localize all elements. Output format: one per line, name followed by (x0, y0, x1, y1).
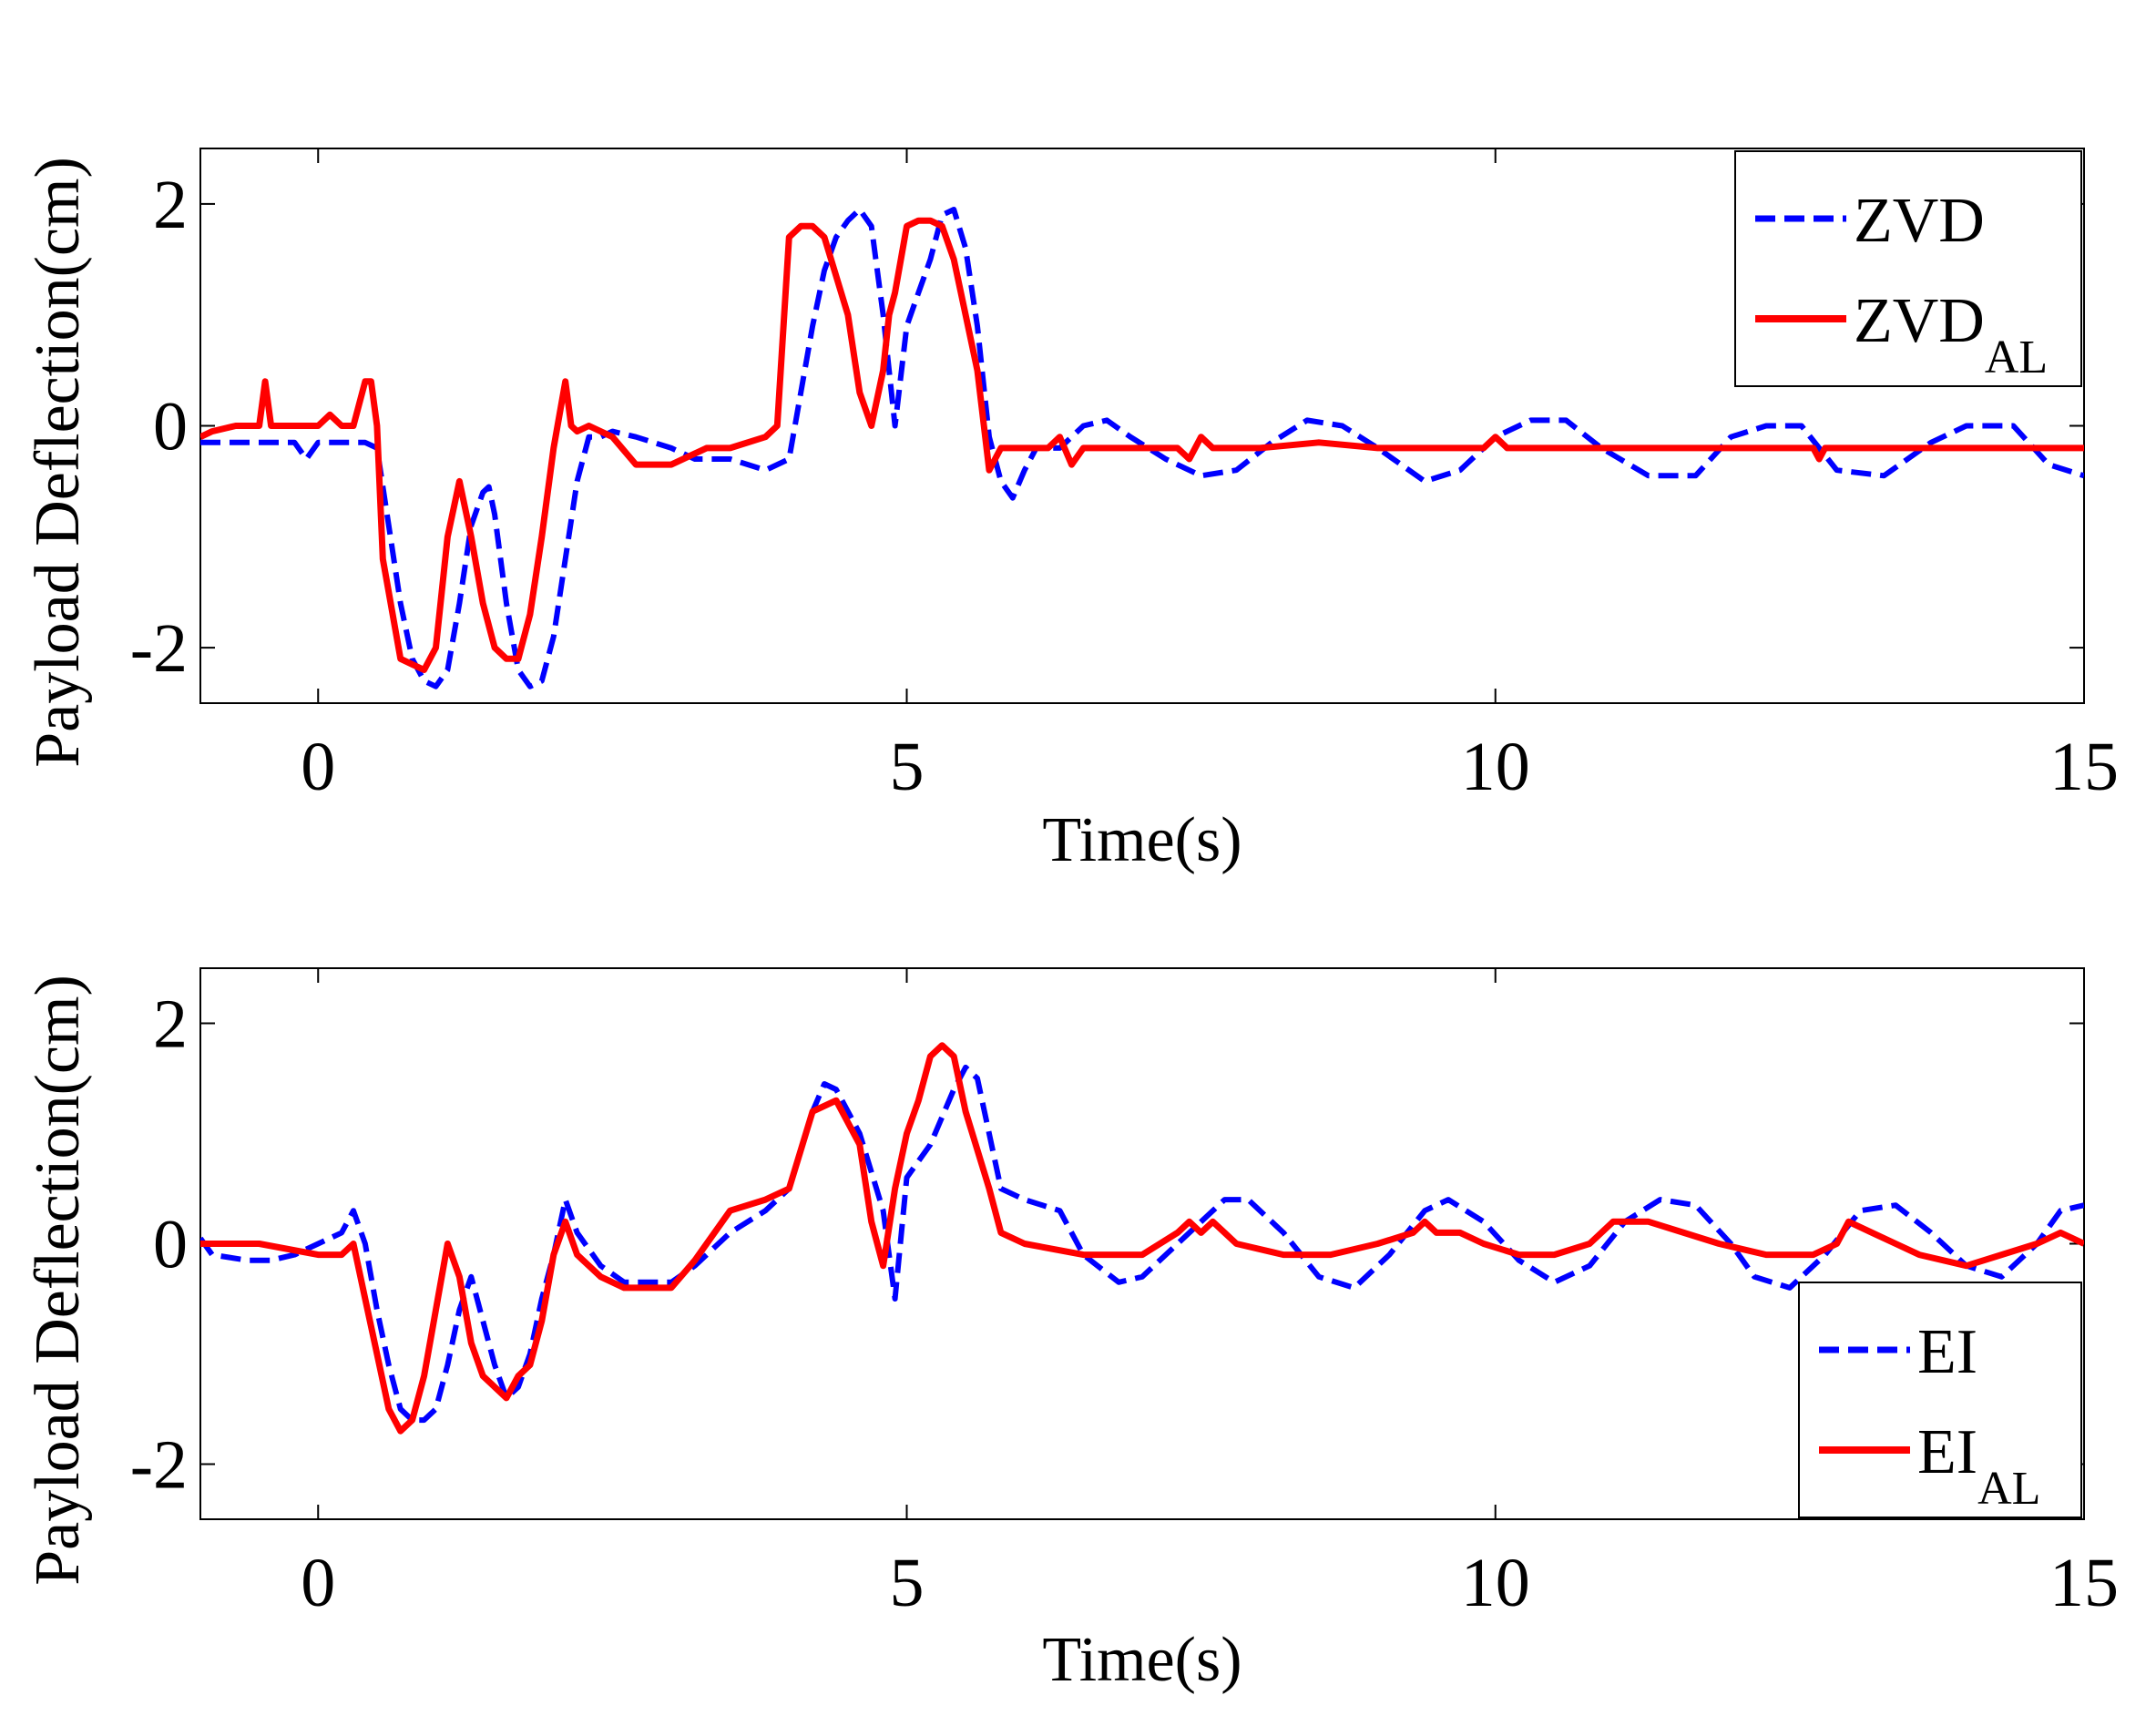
y-tick-label: 2 (153, 986, 188, 1063)
top-chart-zvd: 0 5 10 15 -2 0 2 Time(s) Payload Deflection(cm) Z… (23, 148, 2119, 875)
x-tick-label: 5 (890, 1545, 925, 1621)
y-tick-label: 0 (153, 389, 188, 465)
x-tick-label: 15 (2049, 729, 2119, 805)
series-line-zvd-al (200, 217, 2084, 673)
y-tick-label: -2 (130, 610, 188, 687)
y-axis-title: Payload Deflection(cm) (23, 975, 93, 1586)
x-tick-label: 10 (1461, 729, 1530, 805)
series-line-ei (200, 1064, 2084, 1424)
series-line-zvd (200, 207, 2084, 689)
x-axis-title: Time(s) (1042, 1625, 1241, 1695)
legend-label-main: ZVD (1854, 286, 1985, 356)
x-tick-label: 0 (301, 1545, 335, 1621)
legend-label-main: ZVD (1854, 186, 1985, 256)
legend-label-main: EI (1917, 1417, 1977, 1487)
legend-label-subscript: AL (1977, 1463, 2040, 1515)
legend-box (1734, 150, 2082, 387)
legend-box (1798, 1282, 2082, 1518)
y-tick-label: -2 (130, 1427, 188, 1504)
legend-label: ZVD (1854, 186, 1985, 256)
legend-label-main: EI (1917, 1317, 1977, 1387)
x-tick-label: 5 (890, 729, 925, 805)
x-tick-label: 15 (2049, 1545, 2119, 1621)
legend-label: EIAL (1917, 1417, 2040, 1515)
legend-label: ZVDAL (1854, 286, 2048, 383)
legend-label: EI (1917, 1317, 1977, 1387)
legend-label-subscript: AL (1985, 332, 2048, 383)
bottom-chart-ei: 0 5 10 15 -2 0 2 Time(s) Payload Deflection(cm) E… (23, 967, 2119, 1695)
y-tick-label: 0 (153, 1207, 188, 1283)
x-axis-title: Time(s) (1042, 805, 1241, 875)
y-tick-label: 2 (153, 167, 188, 243)
x-tick-label: 10 (1461, 1545, 1530, 1621)
x-tick-label: 0 (301, 729, 335, 805)
y-axis-title: Payload Deflection(cm) (23, 157, 93, 768)
series-line-ei-al (200, 1042, 2084, 1435)
